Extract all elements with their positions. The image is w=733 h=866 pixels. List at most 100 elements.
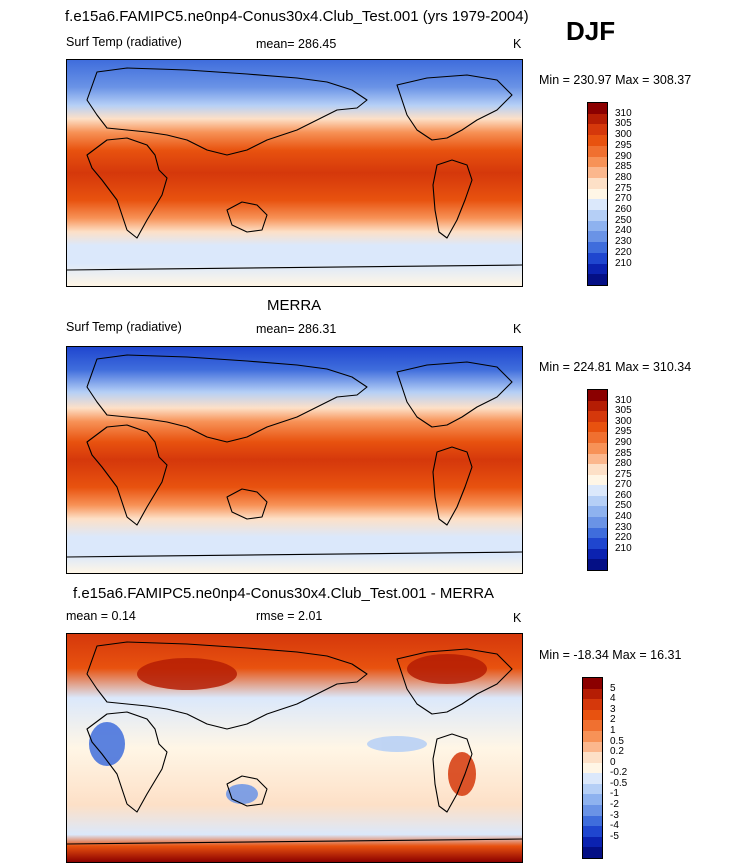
- panel1-minmax-label: Min = 230.97 Max = 308.37: [539, 73, 692, 87]
- colorbar-swatch: [588, 199, 607, 211]
- colorbar-tick-label: 290: [615, 150, 632, 162]
- colorbar-tick-label: 220: [615, 532, 632, 544]
- panel1-title: f.e15a6.FAMIPC5.ne0np4-Conus30x4.Club_Te…: [65, 8, 529, 25]
- colorbar-swatch: [588, 495, 607, 507]
- colorbar-swatch: [583, 836, 602, 848]
- colorbar-swatch: [588, 242, 607, 254]
- colorbar-tick-label: 300: [615, 129, 632, 141]
- colorbar-tick-label: -1: [610, 788, 619, 800]
- colorbar-swatch: [583, 762, 602, 774]
- panel3-map: [66, 633, 523, 863]
- colorbar-swatch: [583, 720, 602, 732]
- colorbar-tick-label: 5: [610, 682, 616, 694]
- colorbar-tick-label: 305: [615, 405, 632, 417]
- colorbar-tick-label: 250: [615, 500, 632, 512]
- colorbar-swatch: [583, 815, 602, 827]
- colorbar-tick-label: 210: [615, 257, 632, 269]
- colorbar-swatch: [588, 485, 607, 497]
- colorbar-tick-label: 1: [610, 724, 616, 736]
- panel1-colorbar: 310 305 300 295 290 285 280 275 270 260 250 240 230 2…: [587, 102, 632, 286]
- colorbar-swatch: [583, 783, 602, 795]
- panel2-map: [66, 346, 523, 574]
- colorbar-swatch: [588, 145, 607, 157]
- colorbar-tick-label: 280: [615, 171, 632, 183]
- colorbar-tick-label: 260: [615, 204, 632, 216]
- colorbar-tick-label: 275: [615, 468, 632, 480]
- panel2-title: MERRA: [267, 297, 322, 314]
- colorbar-tick-label: -5: [610, 830, 619, 842]
- colorbar-swatch: [583, 678, 602, 689]
- panel3-mean-label: mean = 0.14: [66, 609, 136, 623]
- colorbar-tick-label: 4: [610, 693, 616, 705]
- panel1-variable-label: Surf Temp (radiative): [66, 35, 182, 49]
- panel3-units-label: K: [513, 611, 522, 625]
- season-label: DJF: [566, 16, 616, 46]
- colorbar-swatch: [588, 517, 607, 529]
- colorbar-swatch: [583, 688, 602, 700]
- colorbar-tick-label: 250: [615, 214, 632, 226]
- colorbar-tick-label: 275: [615, 182, 632, 194]
- colorbar-swatch: [583, 773, 602, 785]
- panel3-colorbar: 5 4 3 2 1 0.5 0.2 0 -0.2 -0.5 -1 -2 -3 -4 -5: [582, 677, 627, 859]
- colorbar-swatch: [588, 188, 607, 200]
- panel2-minmax-label: Min = 224.81 Max = 310.34: [539, 360, 692, 374]
- colorbar-swatch: [588, 432, 607, 444]
- colorbar-swatch: [588, 411, 607, 423]
- colorbar-tick-label: 270: [615, 193, 632, 205]
- colorbar-swatch: [588, 464, 607, 476]
- colorbar-tick-label: 310: [615, 107, 632, 119]
- panel1-units-label: K: [513, 37, 522, 51]
- colorbar-tick-label: 310: [615, 394, 632, 406]
- colorbar-swatch: [583, 709, 602, 721]
- panel3-rmse-label: rmse = 2.01: [256, 609, 323, 623]
- colorbar-tick-label: 0: [610, 756, 616, 768]
- colorbar-swatch: [588, 442, 607, 454]
- colorbar-tick-label: 295: [615, 426, 632, 438]
- panel2-colorbar: 310 305 300 295 290 285 280 275 270 260 250 240 230 2…: [587, 389, 632, 571]
- panel2-units-label: K: [513, 322, 522, 336]
- panel2-variable-label: Surf Temp (radiative): [66, 320, 182, 334]
- colorbar-tick-label: 240: [615, 225, 632, 237]
- colorbar-tick-label: 295: [615, 139, 632, 151]
- colorbar-swatch: [588, 559, 607, 571]
- colorbar-swatch: [588, 252, 607, 264]
- colorbar-swatch: [583, 847, 602, 859]
- colorbar-swatch: [588, 453, 607, 465]
- panel2-mean-label: mean= 286.31: [256, 322, 337, 336]
- colorbar-tick-label: 305: [615, 118, 632, 130]
- colorbar-tick-label: 260: [615, 489, 632, 501]
- colorbar-tick-label: 280: [615, 458, 632, 470]
- colorbar-tick-label: -0.5: [610, 777, 628, 789]
- colorbar-swatch: [588, 167, 607, 179]
- colorbar-swatch: [588, 177, 607, 189]
- colorbar-swatch: [588, 113, 607, 125]
- colorbar-tick-label: 270: [615, 479, 632, 491]
- panel3-title: f.e15a6.FAMIPC5.ne0np4-Conus30x4.Club_Te…: [73, 585, 495, 602]
- colorbar-swatch: [588, 538, 607, 550]
- colorbar-tick-label: 285: [615, 161, 632, 173]
- colorbar-tick-label: 230: [615, 521, 632, 533]
- colorbar-swatch: [588, 220, 607, 232]
- colorbar-swatch: [588, 421, 607, 433]
- colorbar-tick-label: -2: [610, 799, 619, 811]
- colorbar-tick-label: 210: [615, 542, 632, 554]
- panel1-mean-label: mean= 286.45: [256, 37, 337, 51]
- panel3-minmax-label: Min = -18.34 Max = 16.31: [539, 648, 682, 662]
- panel1-map: [66, 59, 523, 287]
- colorbar-swatch: [588, 135, 607, 147]
- colorbar-swatch: [583, 805, 602, 817]
- colorbar-swatch: [583, 794, 602, 806]
- colorbar-swatch: [588, 263, 607, 275]
- colorbar-swatch: [588, 390, 607, 401]
- colorbar-swatch: [588, 156, 607, 168]
- colorbar-tick-label: -4: [610, 820, 619, 832]
- colorbar-swatch: [588, 400, 607, 412]
- colorbar-swatch: [588, 527, 607, 539]
- colorbar-swatch: [583, 826, 602, 838]
- colorbar-swatch: [588, 231, 607, 243]
- colorbar-swatch: [588, 103, 607, 114]
- colorbar-swatch: [588, 548, 607, 560]
- colorbar-tick-label: 290: [615, 436, 632, 448]
- colorbar-swatch: [588, 506, 607, 518]
- colorbar-swatch: [588, 124, 607, 136]
